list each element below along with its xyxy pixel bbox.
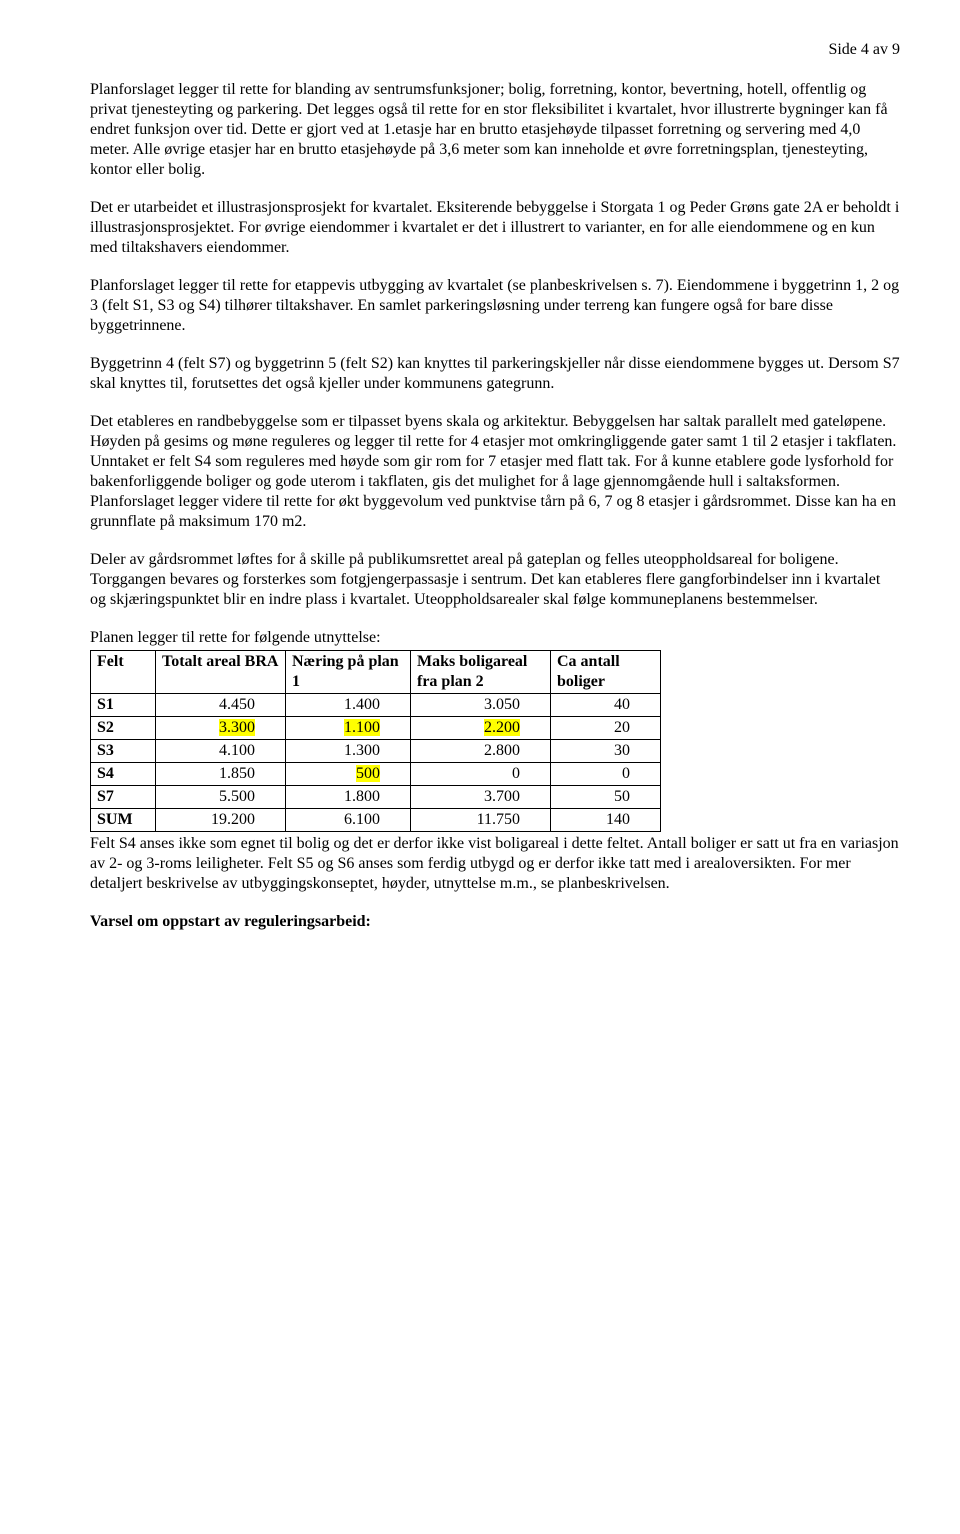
table-header-row: FeltTotalt areal BRANæring på plan 1Maks… xyxy=(91,651,661,694)
felt-cell: SUM xyxy=(91,809,156,832)
value-cell: 2.800 xyxy=(411,740,551,763)
table-row: S14.4501.4003.05040 xyxy=(91,694,661,717)
table-header-cell: Felt xyxy=(91,651,156,694)
value-cell: 1.400 xyxy=(286,694,411,717)
value-cell: 3.050 xyxy=(411,694,551,717)
felt-cell: S3 xyxy=(91,740,156,763)
value-cell: 5.500 xyxy=(156,786,286,809)
table-row: S75.5001.8003.70050 xyxy=(91,786,661,809)
value-cell: 19.200 xyxy=(156,809,286,832)
section-title: Varsel om oppstart av reguleringsarbeid: xyxy=(90,912,900,932)
paragraph-2: Det er utarbeidet et illustrasjonsprosje… xyxy=(90,198,900,258)
table-header-cell: Næring på plan 1 xyxy=(286,651,411,694)
value-cell: 140 xyxy=(551,809,661,832)
value-cell: 3.300 xyxy=(156,717,286,740)
value-cell: 30 xyxy=(551,740,661,763)
value-cell: 20 xyxy=(551,717,661,740)
table-row: S34.1001.3002.80030 xyxy=(91,740,661,763)
value-cell: 500 xyxy=(286,763,411,786)
value-cell: 1.800 xyxy=(286,786,411,809)
value-cell: 4.100 xyxy=(156,740,286,763)
value-cell: 50 xyxy=(551,786,661,809)
table-intro: Planen legger til rette for følgende utn… xyxy=(90,628,900,648)
paragraph-4: Byggetrinn 4 (felt S7) og byggetrinn 5 (… xyxy=(90,354,900,394)
paragraph-5: Det etableres en randbebyggelse som er t… xyxy=(90,412,900,532)
paragraph-7: Felt S4 anses ikke som egnet til bolig o… xyxy=(90,834,900,894)
value-cell: 6.100 xyxy=(286,809,411,832)
table-header-cell: Maks boligareal fra plan 2 xyxy=(411,651,551,694)
felt-cell: S2 xyxy=(91,717,156,740)
felt-cell: S7 xyxy=(91,786,156,809)
table-header-cell: Totalt areal BRA xyxy=(156,651,286,694)
value-cell: 0 xyxy=(551,763,661,786)
value-cell: 0 xyxy=(411,763,551,786)
felt-cell: S1 xyxy=(91,694,156,717)
paragraph-6: Deler av gårdsrommet løftes for å skille… xyxy=(90,550,900,610)
table-row: S41.85050000 xyxy=(91,763,661,786)
table-header-cell: Ca antall boliger xyxy=(551,651,661,694)
table-row: SUM19.2006.10011.750140 xyxy=(91,809,661,832)
paragraph-1: Planforslaget legger til rette for bland… xyxy=(90,80,900,180)
value-cell: 1.100 xyxy=(286,717,411,740)
utilization-table: FeltTotalt areal BRANæring på plan 1Maks… xyxy=(90,650,661,832)
felt-cell: S4 xyxy=(91,763,156,786)
value-cell: 40 xyxy=(551,694,661,717)
value-cell: 1.850 xyxy=(156,763,286,786)
paragraph-3: Planforslaget legger til rette for etapp… xyxy=(90,276,900,336)
value-cell: 3.700 xyxy=(411,786,551,809)
value-cell: 2.200 xyxy=(411,717,551,740)
page-number: Side 4 av 9 xyxy=(828,41,900,58)
table-row: S23.3001.1002.20020 xyxy=(91,717,661,740)
page-header: Side 4 av 9 xyxy=(90,40,900,60)
value-cell: 4.450 xyxy=(156,694,286,717)
value-cell: 1.300 xyxy=(286,740,411,763)
value-cell: 11.750 xyxy=(411,809,551,832)
